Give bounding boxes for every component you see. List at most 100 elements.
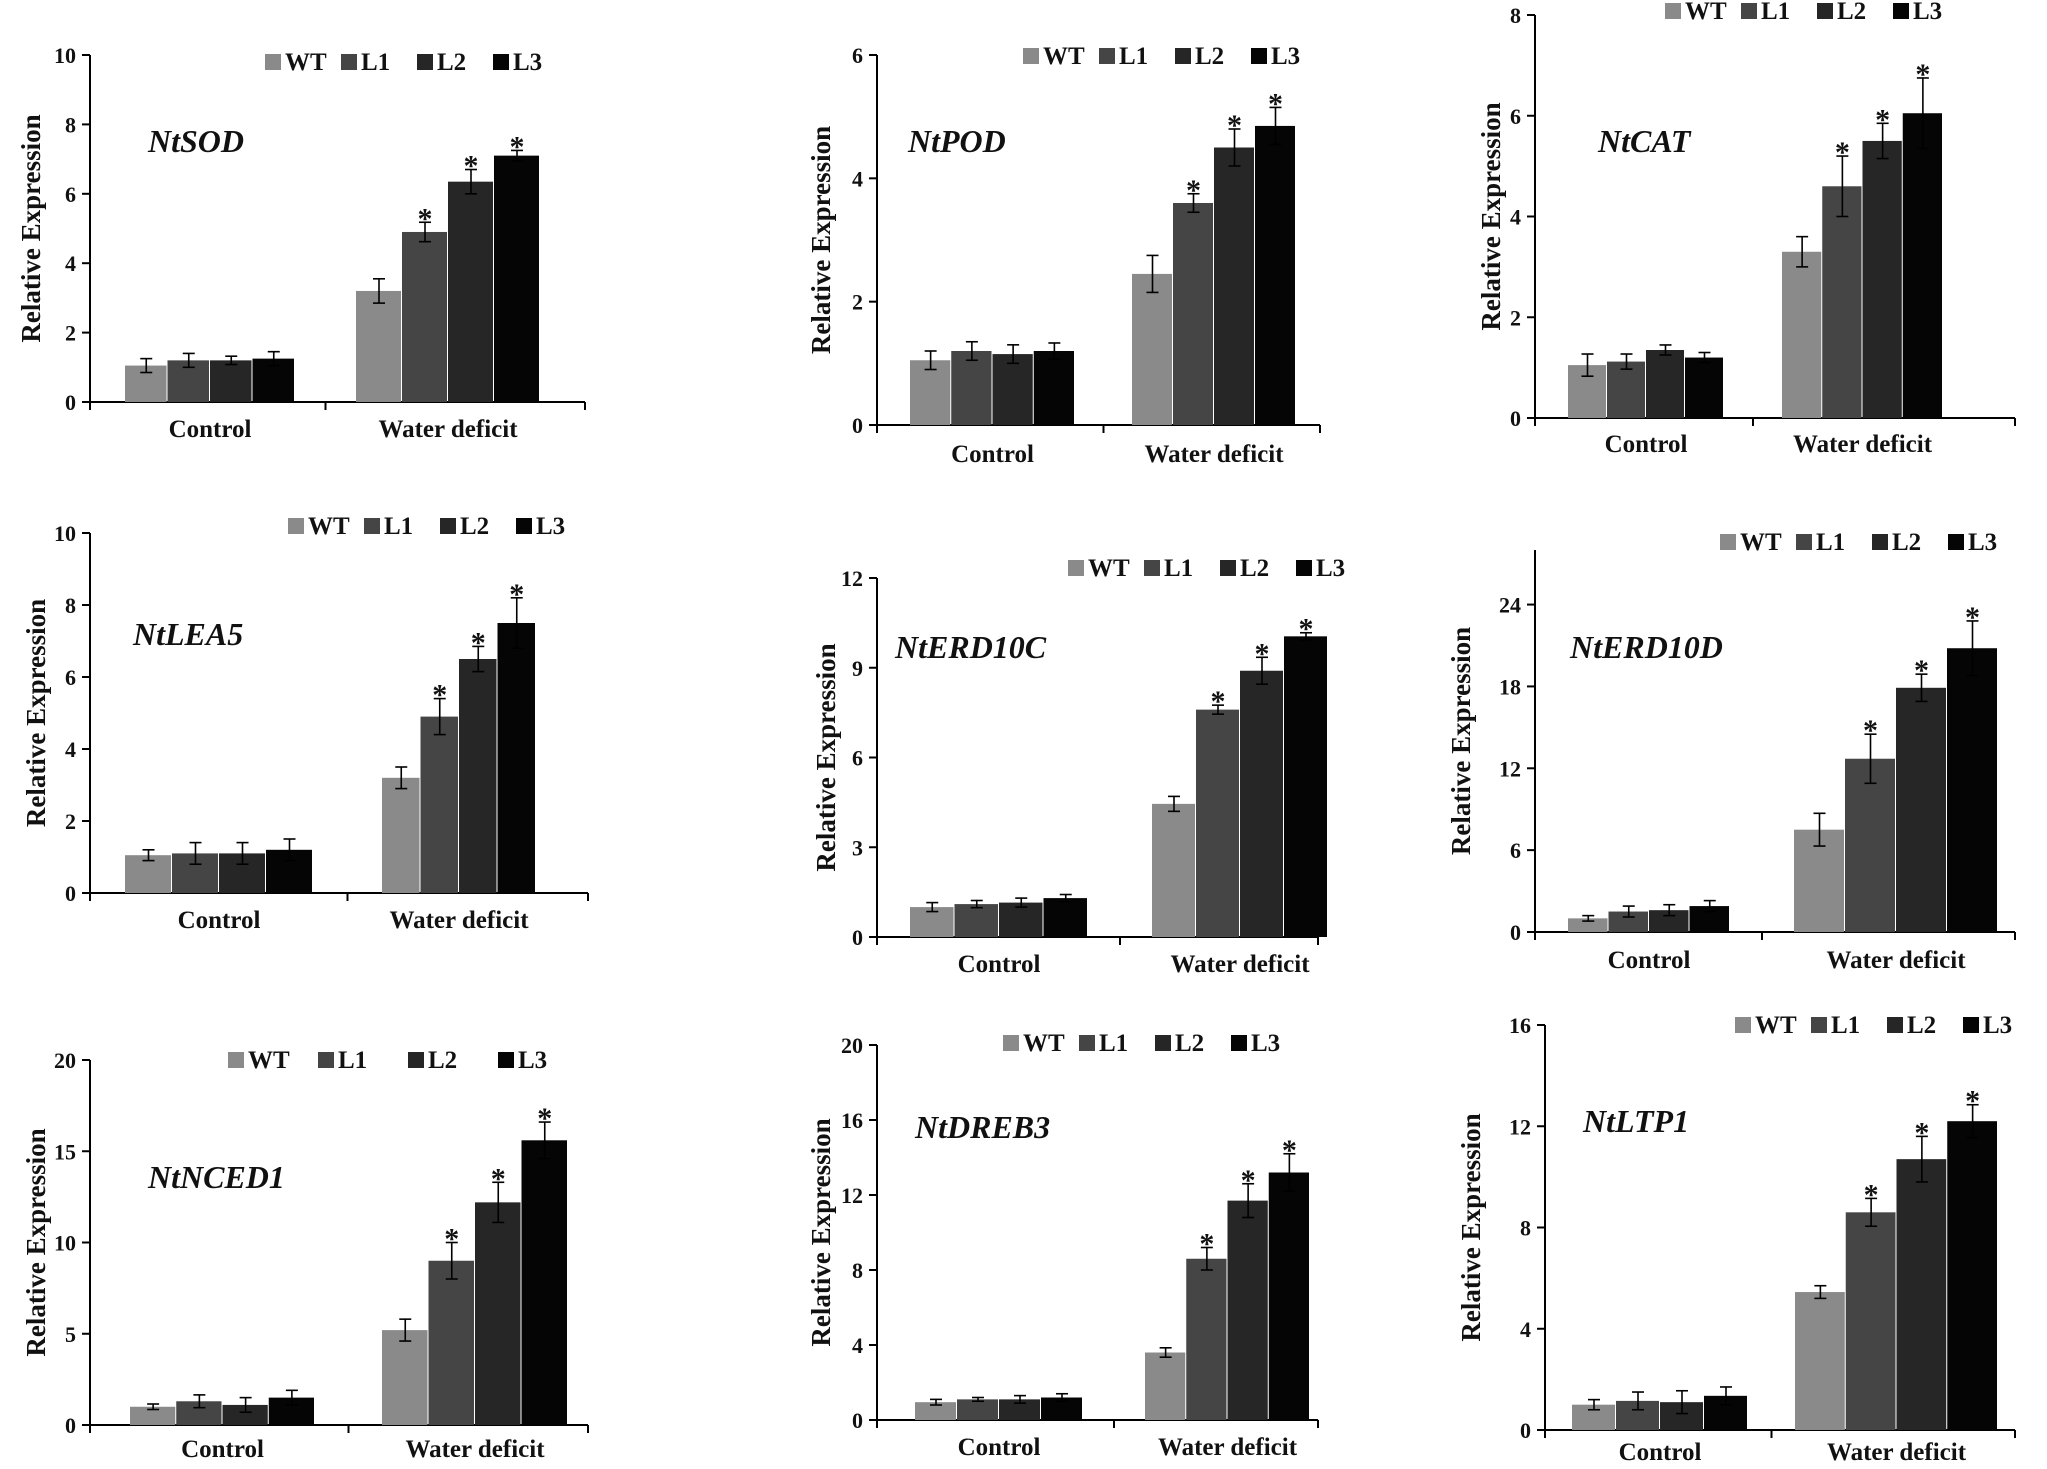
- bar-l3-control: [1033, 351, 1074, 425]
- bar-wt-water-deficit: [1795, 1292, 1845, 1430]
- bar-wt-water-deficit: [382, 1330, 428, 1425]
- y-tick-label: 15: [54, 1139, 76, 1164]
- legend-label-l1: L1: [361, 49, 390, 76]
- bar-l3-water-deficit: [1947, 1121, 1997, 1430]
- x-category-label: Control: [169, 416, 252, 443]
- legend-swatch-wt: [1023, 48, 1039, 64]
- y-tick-label: 12: [841, 1183, 863, 1208]
- y-tick-label: 20: [841, 1033, 863, 1058]
- bar-l3-water-deficit: [521, 1140, 567, 1425]
- x-category-label: Water deficit: [1144, 441, 1284, 468]
- legend-swatch-wt: [1735, 1017, 1751, 1033]
- legend-label-l1: L1: [1099, 1030, 1128, 1057]
- bar-wt-water-deficit: [1132, 273, 1172, 425]
- significance-star: *: [432, 679, 447, 712]
- legend-label-l3: L3: [536, 513, 565, 540]
- bar-l1-water-deficit: [1822, 186, 1862, 418]
- y-tick-label: 9: [852, 656, 863, 681]
- legend-label-l1: L1: [1831, 1012, 1860, 1039]
- legend-label-l3: L3: [518, 1047, 547, 1074]
- significance-star: *: [471, 626, 486, 659]
- bar-l2-control: [1649, 910, 1689, 932]
- chart-title: NtLTP1: [1582, 1103, 1689, 1139]
- y-tick-label: 18: [1499, 674, 1521, 699]
- bar-wt-control: [910, 360, 951, 425]
- y-tick-label: 2: [1510, 305, 1521, 330]
- legend-label-l1: L1: [338, 1047, 367, 1074]
- legend-swatch-l1: [1811, 1017, 1827, 1033]
- legend-swatch-l2: [1220, 560, 1236, 576]
- bar-l2-control: [210, 360, 252, 402]
- y-tick-label: 5: [65, 1322, 76, 1347]
- y-tick-label: 6: [65, 182, 76, 207]
- significance-star: *: [444, 1223, 459, 1256]
- x-category-label: Control: [958, 951, 1041, 978]
- y-tick-label: 0: [65, 390, 76, 415]
- x-category-label: Control: [958, 1434, 1041, 1461]
- significance-star: *: [1186, 174, 1201, 207]
- chart-title: NtERD10D: [1569, 629, 1723, 665]
- chart-ntsod: 0 2 4 6 8 10 Relative Expression Control * * * Wate…: [16, 43, 586, 443]
- significance-star: *: [1965, 601, 1980, 634]
- bar-l2-water-deficit: [1214, 147, 1254, 425]
- significance-star: *: [464, 150, 479, 183]
- y-tick-label: 4: [65, 251, 76, 276]
- y-tick-label: 8: [1510, 3, 1521, 28]
- y-tick-label: 0: [852, 413, 863, 438]
- bar-l2-water-deficit: [448, 181, 493, 402]
- significance-star: *: [1299, 613, 1314, 646]
- y-axis-label: Relative Expression: [811, 643, 841, 871]
- bar-l3-water-deficit: [1284, 636, 1327, 937]
- bar-l3-water-deficit: [1947, 648, 1997, 932]
- y-tick-label: 4: [1510, 205, 1521, 230]
- legend-label-l1: L1: [384, 513, 413, 540]
- bar-wt-control: [125, 855, 171, 893]
- legend-swatch-l2: [1887, 1017, 1903, 1033]
- significance-star: *: [1268, 87, 1283, 120]
- significance-star: *: [1914, 1116, 1929, 1149]
- chart-ntdreb3: 0 4 8 12 16 20 Relative Expression Control * * * Wa…: [806, 1030, 1319, 1461]
- bar-l2-water-deficit: [1227, 1200, 1268, 1420]
- bar-l3-control: [1685, 357, 1723, 418]
- significance-star: *: [509, 578, 524, 611]
- x-category-label: Water deficit: [389, 907, 529, 934]
- chart-ntlea5: 0 2 4 6 8 10 Relative Expression Control * * * Wate…: [21, 513, 589, 934]
- legend-label-l2: L2: [1195, 43, 1224, 70]
- legend-label-wt: WT: [1023, 1030, 1065, 1057]
- legend-swatch-l3: [1296, 560, 1312, 576]
- bar-l1-water-deficit: [420, 716, 458, 893]
- bar-l3-water-deficit: [1902, 113, 1942, 418]
- legend-label-l2: L2: [1175, 1030, 1204, 1057]
- legend-swatch-l3: [498, 1052, 514, 1068]
- bar-wt-control: [1568, 918, 1608, 932]
- chart-title: NtNCED1: [147, 1159, 285, 1195]
- y-axis-label: Relative Expression: [1446, 627, 1476, 855]
- y-axis-label: Relative Expression: [1476, 102, 1506, 330]
- bar-l1-water-deficit: [402, 231, 447, 402]
- significance-star: *: [1875, 103, 1890, 136]
- legend-label-l2: L2: [460, 513, 489, 540]
- legend-swatch-l3: [1231, 1035, 1247, 1051]
- x-category-label: Control: [178, 907, 261, 934]
- legend-label-wt: WT: [1043, 43, 1085, 70]
- bar-wt-water-deficit: [1145, 1352, 1186, 1420]
- legend-swatch-l3: [1251, 48, 1267, 64]
- y-tick-label: 0: [1520, 1418, 1531, 1443]
- legend-swatch-l1: [1099, 48, 1115, 64]
- legend-label-l2: L2: [1892, 529, 1921, 556]
- bar-l1-water-deficit: [1196, 709, 1239, 937]
- legend-swatch-l1: [1796, 534, 1812, 550]
- legend-swatch-l2: [1872, 534, 1888, 550]
- y-axis-label: Relative Expression: [806, 126, 836, 354]
- legend-label-l3: L3: [1316, 555, 1345, 582]
- bar-wt-control: [130, 1406, 176, 1425]
- chart-title: NtPOD: [907, 123, 1006, 159]
- y-tick-label: 8: [65, 112, 76, 137]
- chart-nterd10d: 0 6 12 18 24 Relative Expression Control * * * Wat…: [1446, 529, 2016, 974]
- legend-label-l3: L3: [513, 49, 542, 76]
- chart-title: NtDREB3: [914, 1109, 1050, 1145]
- x-category-label: Water deficit: [1827, 1439, 1967, 1466]
- y-tick-label: 0: [1510, 406, 1521, 431]
- y-tick-label: 12: [1499, 756, 1521, 781]
- legend-label-wt: WT: [1755, 1012, 1797, 1039]
